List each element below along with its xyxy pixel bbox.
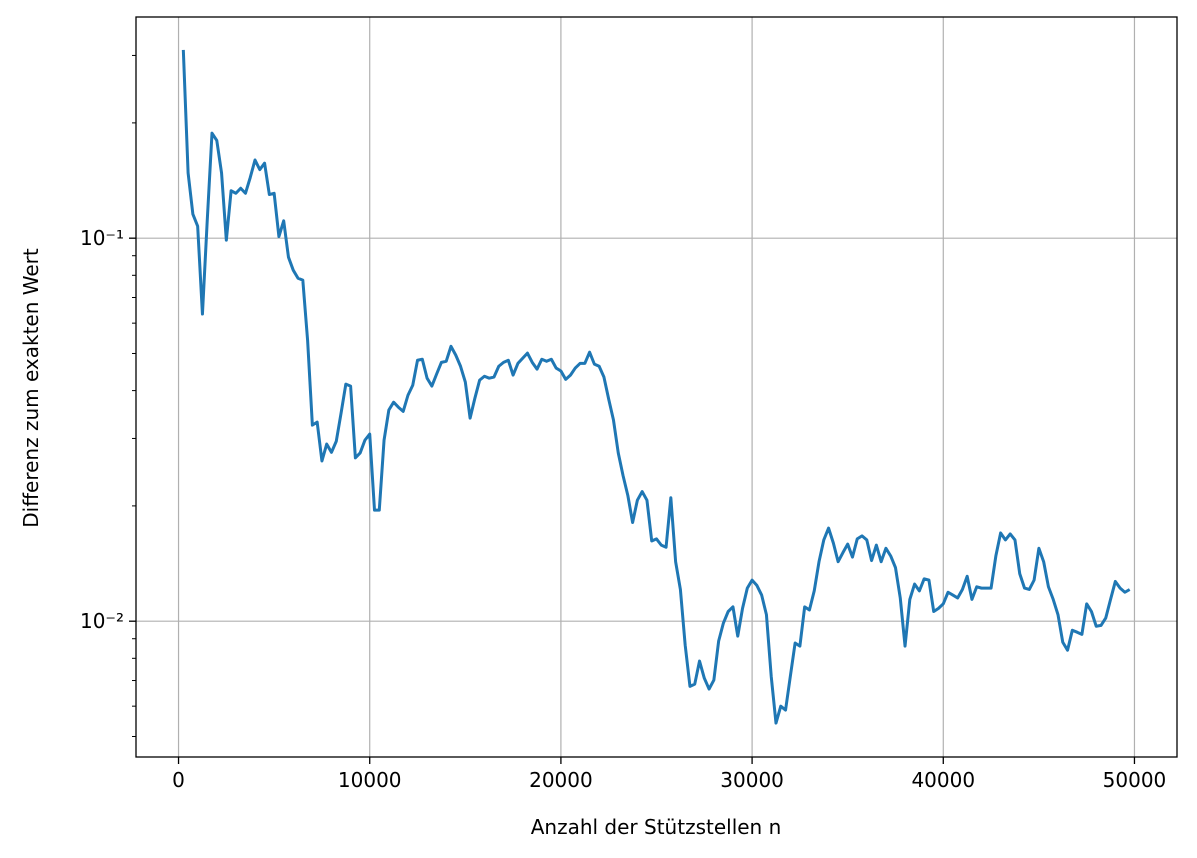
y-tick-label: 10⁻¹ — [80, 226, 124, 250]
y-axis-label: Differenz zum exakten Wert — [19, 248, 43, 528]
data-line — [181, 49, 1131, 725]
x-axis-label: Anzahl der Stützstellen n — [531, 815, 782, 839]
x-tick-label: 0 — [172, 768, 185, 792]
plot-frame — [135, 16, 1178, 758]
x-tick-label: 40000 — [911, 768, 975, 792]
x-tick-label: 20000 — [529, 768, 593, 792]
y-tick-label: 10⁻² — [80, 609, 124, 633]
x-tick-label: 10000 — [338, 768, 402, 792]
x-tick-label: 30000 — [720, 768, 784, 792]
x-tick-label: 50000 — [1103, 768, 1167, 792]
